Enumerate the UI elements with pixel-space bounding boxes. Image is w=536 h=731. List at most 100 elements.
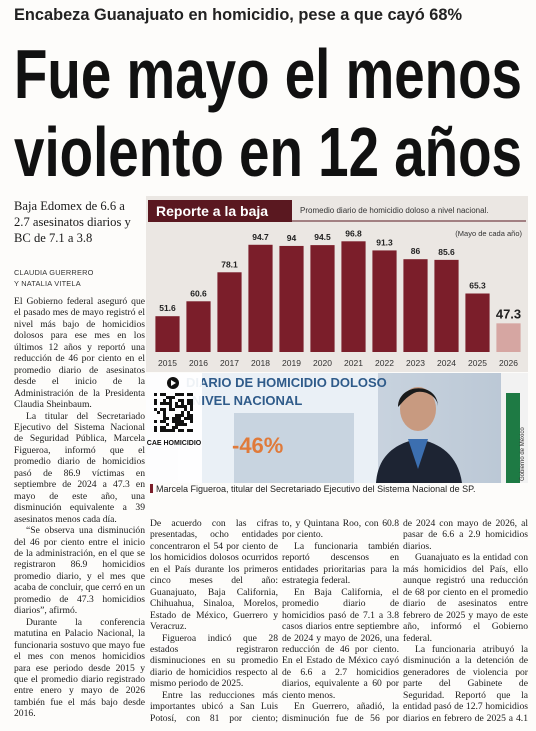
qr-cell bbox=[175, 420, 178, 423]
qr-cell bbox=[175, 417, 178, 420]
bar bbox=[496, 323, 521, 352]
paragraph: Entre las reducciones más importantes ub… bbox=[150, 689, 278, 724]
chart: Reporte a la baja Promedio diario de hom… bbox=[146, 196, 528, 372]
qr-cell bbox=[190, 417, 193, 420]
x-tick-label: 2017 bbox=[220, 358, 239, 368]
paragraph: De acuerdo con las cifras presentadas, o… bbox=[150, 518, 278, 633]
paragraph: Figueroa indicó que 28 estados registrar… bbox=[150, 632, 278, 690]
qr-cell bbox=[154, 426, 157, 429]
qr-cell bbox=[187, 414, 190, 417]
chart-note: (Mayo de cada año) bbox=[455, 229, 522, 238]
qr-cell bbox=[181, 399, 184, 402]
qr-cell bbox=[184, 417, 187, 420]
qr-cell bbox=[154, 399, 157, 402]
qr-cell bbox=[175, 402, 178, 405]
chart-title: Reporte a la baja bbox=[156, 203, 268, 219]
qr-cell bbox=[160, 429, 163, 432]
x-tick-label: 2016 bbox=[189, 358, 208, 368]
x-tick-label: 2026 bbox=[499, 358, 518, 368]
qr-cell bbox=[184, 408, 187, 411]
value-label: 86 bbox=[411, 246, 421, 256]
headline: Fue mayo el menos bbox=[14, 35, 522, 113]
qr-cell bbox=[181, 420, 184, 423]
qr-cell bbox=[175, 405, 178, 408]
qr-cell bbox=[187, 393, 190, 396]
qr-cell bbox=[181, 402, 184, 405]
x-tick-label: 2023 bbox=[406, 358, 425, 368]
qr-cell bbox=[163, 417, 166, 420]
qr-cell bbox=[172, 429, 175, 432]
qr-cell bbox=[175, 393, 178, 396]
qr-cell bbox=[178, 417, 181, 420]
flag bbox=[506, 393, 520, 483]
qr-cell bbox=[172, 426, 175, 429]
qr-cell bbox=[163, 429, 166, 432]
qr-cell bbox=[163, 393, 166, 396]
qr-cell bbox=[166, 423, 169, 426]
qr-cell bbox=[190, 420, 193, 423]
qr-cell bbox=[178, 429, 181, 432]
qr-cell bbox=[154, 429, 157, 432]
x-tick-label: 2022 bbox=[375, 358, 394, 368]
qr-cell bbox=[163, 402, 166, 405]
bar bbox=[186, 301, 211, 352]
qr-cell bbox=[178, 399, 181, 402]
x-tick-label: 2021 bbox=[344, 358, 363, 368]
paragraph: Guanajuato es la entidad con más homicid… bbox=[403, 552, 528, 644]
deck: Baja Edomex de 6.6 a 2.7 asesinatos diar… bbox=[14, 199, 131, 245]
qr-cell bbox=[160, 420, 163, 423]
screen-text: DIARIO DE HOMICIDIO DOLOSO bbox=[186, 375, 387, 390]
bar bbox=[155, 316, 180, 352]
title-band bbox=[148, 200, 292, 222]
qr-cell bbox=[169, 402, 172, 405]
qr-cell bbox=[178, 423, 181, 426]
value-label: 51.6 bbox=[159, 303, 176, 313]
qr-cell bbox=[172, 420, 175, 423]
qr-cell bbox=[181, 414, 184, 417]
qr-cell bbox=[163, 414, 166, 417]
qr-cell bbox=[154, 408, 157, 411]
chart-subtitle: Promedio diario de homicidio doloso a ni… bbox=[300, 206, 489, 215]
screen-text: -46% bbox=[232, 433, 283, 458]
paragraph: La funcionaria también reportó descensos… bbox=[282, 540, 399, 587]
qr-code[interactable] bbox=[154, 393, 193, 432]
value-label: 96.8 bbox=[345, 228, 362, 238]
paragraph: La funcionaria atribuyó la disminución a… bbox=[403, 643, 528, 724]
value-label: 91.3 bbox=[376, 237, 393, 247]
x-tick-label: 2024 bbox=[437, 358, 456, 368]
qr-cell bbox=[160, 393, 163, 396]
qr-cell bbox=[163, 411, 166, 414]
value-label: 65.3 bbox=[469, 281, 486, 291]
x-tick-label: 2015 bbox=[158, 358, 177, 368]
qr-cell bbox=[190, 408, 193, 411]
qr-cell bbox=[166, 396, 169, 399]
bar bbox=[310, 245, 335, 352]
qr-cell bbox=[175, 426, 178, 429]
text-column: to, y Quintana Roo, con 60.8 por ciento.… bbox=[282, 518, 399, 724]
caption: Marcela Figueroa, titular del Secretaria… bbox=[150, 484, 528, 494]
qr-cell bbox=[187, 417, 190, 420]
header: Encabeza Guanajuato en homicidio, pese a… bbox=[14, 6, 522, 190]
qr-cell bbox=[175, 423, 178, 426]
qr-cell bbox=[184, 405, 187, 408]
qr-cell bbox=[172, 417, 175, 420]
qr-cell bbox=[178, 405, 181, 408]
value-label: 94.5 bbox=[314, 232, 331, 242]
qr-label: CAE HOMICIDIO bbox=[147, 440, 202, 447]
qr-cell bbox=[181, 411, 184, 414]
qr-cell bbox=[181, 393, 184, 396]
text-column: El Gobierno federal aseguró que el pasad… bbox=[14, 296, 145, 724]
x-tick-label: 2018 bbox=[251, 358, 270, 368]
screen-panel bbox=[234, 413, 354, 483]
kicker: Encabeza Guanajuato en homicidio, pese a… bbox=[14, 6, 462, 24]
qr-cell bbox=[187, 411, 190, 414]
bar bbox=[465, 293, 490, 352]
qr-cell bbox=[169, 396, 172, 399]
person bbox=[400, 387, 436, 431]
paragraph: En Baja California, el promedio diario d… bbox=[282, 586, 399, 701]
screen-text: NIVEL NACIONAL bbox=[192, 393, 302, 408]
photo-credit: Gobierno de México bbox=[520, 427, 526, 481]
qr-cell bbox=[154, 402, 157, 405]
